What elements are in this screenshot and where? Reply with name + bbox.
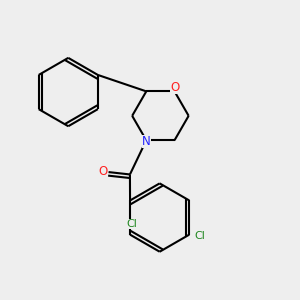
Text: Cl: Cl: [126, 219, 137, 229]
Text: O: O: [170, 81, 179, 94]
Text: N: N: [142, 135, 151, 148]
Text: Cl: Cl: [195, 231, 206, 241]
Text: O: O: [99, 165, 108, 178]
